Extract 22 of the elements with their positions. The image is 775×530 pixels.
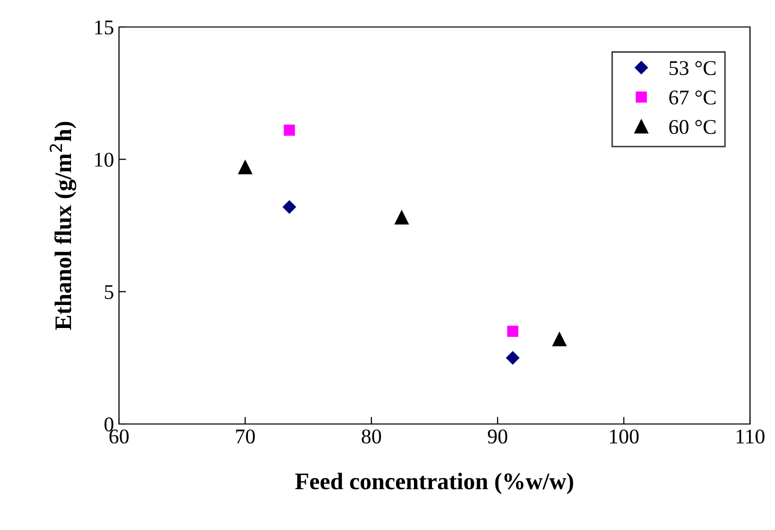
y-tick-label: 5 — [104, 285, 114, 300]
x-tick-label: 90 — [488, 429, 508, 444]
y-tick-label: 0 — [104, 417, 114, 432]
x-axis-title: Feed concentration (%w/w) — [295, 472, 574, 494]
point — [552, 332, 566, 346]
point — [506, 351, 520, 364]
point — [238, 160, 252, 174]
point — [282, 200, 296, 214]
x-tick-label: 110 — [736, 429, 764, 444]
y-tick-label: 15 — [95, 20, 114, 34]
legend-label: 53 °C — [670, 61, 716, 76]
x-tick-label: 100 — [610, 429, 639, 444]
point — [394, 210, 409, 225]
y-tick-label: 10 — [95, 152, 114, 167]
x-tick-label: 80 — [362, 429, 382, 444]
y-axis-title: Ethanol flux (g/m$^{2}$h) — [50, 122, 76, 330]
legend-label: 60 °C — [669, 120, 716, 134]
x-tick-label: 70 — [236, 429, 255, 444]
point — [284, 124, 295, 136]
point — [507, 326, 518, 337]
legend-label: 67 °C — [669, 90, 716, 105]
x-tick-label: 60 — [109, 429, 129, 444]
